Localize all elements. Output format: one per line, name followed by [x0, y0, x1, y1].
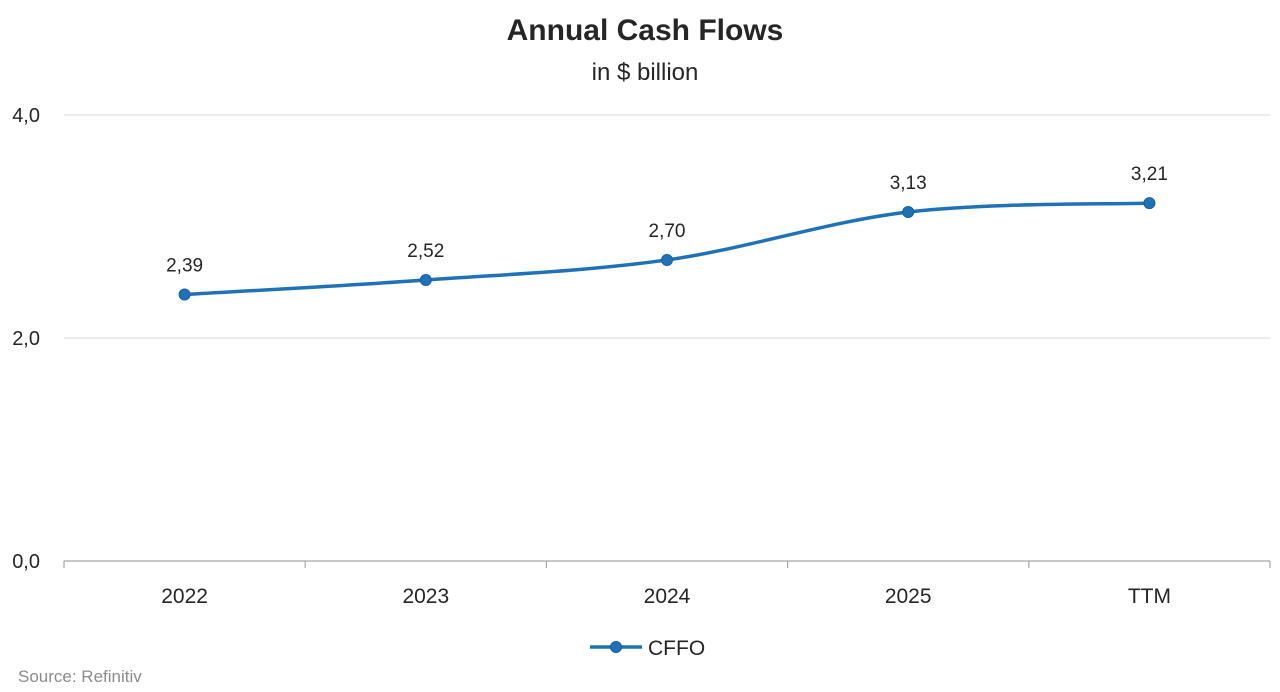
- x-tick-label: 2022: [161, 585, 208, 608]
- x-tick-label: 2025: [885, 585, 932, 608]
- legend-label-cffo: CFFO: [648, 637, 705, 660]
- data-label: 2,70: [649, 221, 686, 242]
- y-axis-tick-labels: 0,0 2,0 4,0: [12, 105, 40, 573]
- data-point-marker: [902, 206, 915, 219]
- data-label: 2,52: [407, 241, 444, 262]
- legend-marker-cffo: [610, 641, 622, 653]
- data-point-marker: [178, 288, 191, 301]
- data-labels: 2,39 2,52 2,70 3,13 3,21: [166, 164, 1168, 276]
- data-point-marker: [419, 274, 432, 287]
- series-line-cffo: [182, 201, 1152, 297]
- x-axis: 2022 2023 2024 2025 TTM: [63, 560, 1271, 608]
- x-tick-label: 2024: [644, 585, 691, 608]
- x-tick-label: 2023: [402, 585, 449, 608]
- gridlines: [64, 114, 1270, 339]
- chart-title: Annual Cash Flows: [507, 14, 784, 47]
- y-tick-label: 4,0: [12, 105, 40, 127]
- series-cffo: [178, 197, 1156, 301]
- source-note: Source: Refinitiv: [18, 667, 142, 686]
- data-label: 3,13: [890, 173, 927, 194]
- x-tick-label: TTM: [1128, 585, 1171, 608]
- data-point-marker: [661, 253, 673, 266]
- data-point-marker: [1143, 197, 1156, 210]
- legend: CFFO: [590, 637, 705, 660]
- y-tick-label: 0,0: [12, 551, 40, 573]
- chart-subtitle: in $ billion: [592, 59, 699, 86]
- data-label: 3,21: [1131, 164, 1168, 185]
- data-label: 2,39: [166, 256, 203, 277]
- y-tick-label: 2,0: [12, 328, 40, 350]
